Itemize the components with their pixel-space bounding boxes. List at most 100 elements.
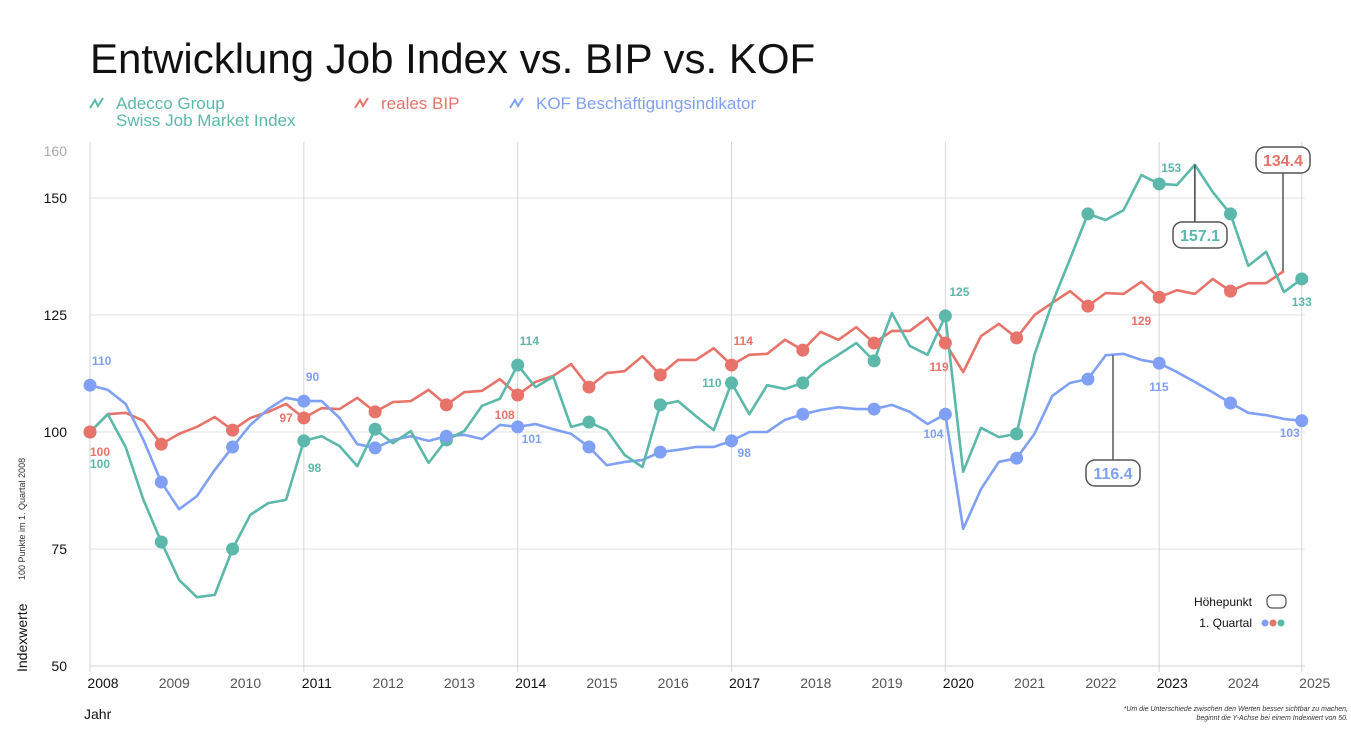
kof-marker: [1295, 414, 1309, 428]
adecco-data-label: 133: [1292, 295, 1312, 309]
adecco-peak-value: 157.1: [1180, 228, 1220, 245]
bip-data-label: 108: [495, 408, 515, 422]
x-tick-label: 2014: [515, 675, 546, 691]
adecco-marker: [725, 376, 739, 390]
kof-marker: [653, 445, 667, 459]
bip-data-label: 97: [279, 411, 293, 425]
kof-marker: [154, 475, 168, 489]
y-axis-title: Indexwerte: [14, 603, 30, 672]
y-tick-label: 125: [44, 307, 68, 323]
x-tick-label: 2016: [658, 675, 689, 691]
x-tick-label: 2012: [373, 675, 404, 691]
kof-marker: [297, 394, 311, 408]
peak-key-icon: [1266, 594, 1287, 609]
legend-label: reales BIP: [381, 94, 459, 113]
y-tick-label: 150: [44, 190, 68, 206]
kof-legend-icon: [509, 97, 524, 109]
adecco-data-label: 110: [702, 376, 722, 390]
footnote-line-2: beginnt die Y-Achse bei einem Indexwert …: [1196, 715, 1348, 722]
bip-data-label: 129: [1131, 314, 1151, 328]
y-tick-label: 160: [44, 143, 68, 159]
kof-marker: [1010, 451, 1024, 465]
bip-marker: [796, 343, 810, 357]
x-tick-label: 2017: [729, 675, 760, 691]
x-tick-label: 2009: [159, 675, 190, 691]
x-tick-label: 2025: [1299, 675, 1330, 691]
bip-marker: [582, 380, 596, 394]
x-tick-label: 2019: [872, 675, 903, 691]
legend-label-2: Swiss Job Market Index: [116, 111, 296, 130]
bip-data-label: 119: [929, 360, 949, 374]
kof-marker: [511, 420, 525, 434]
kof-marker: [439, 429, 453, 443]
adecco-marker: [582, 415, 596, 429]
footnote-line-1: *Um die Unterschiede zwischen den Werten…: [1124, 706, 1348, 713]
kof-dot-icon: [1261, 619, 1269, 627]
kof-marker: [938, 407, 952, 421]
bip-legend-icon: [354, 97, 369, 109]
bip-peak-box: [1255, 146, 1311, 174]
adecco-marker: [1010, 427, 1024, 441]
kof-data-label: 115: [1149, 380, 1169, 394]
y-tick-label: 50: [51, 658, 67, 674]
x-tick-label: 2022: [1085, 675, 1116, 691]
adecco-line: [89, 163, 1303, 599]
bip-marker: [154, 437, 168, 451]
adecco-marker: [1152, 177, 1166, 191]
adecco-data-label: 100: [90, 457, 110, 471]
adecco-dot-icon: [1277, 619, 1285, 627]
x-tick-label: 2023: [1157, 675, 1188, 691]
bip-marker: [938, 336, 952, 350]
adecco-marker: [1295, 272, 1309, 286]
kof-data-label: 90: [306, 370, 320, 384]
kof-data-label: 104: [923, 427, 943, 441]
x-tick-label: 2018: [800, 675, 831, 691]
kof-marker: [1223, 396, 1237, 410]
kof-data-label: 101: [522, 432, 542, 446]
kof-marker: [796, 407, 810, 421]
bip-marker: [725, 358, 739, 372]
bip-marker: [1010, 331, 1024, 345]
adecco-marker: [938, 309, 952, 323]
x-axis-title: Jahr: [84, 706, 112, 722]
kof-marker: [582, 440, 596, 454]
bip-marker: [653, 368, 667, 382]
axes: 50 75 100 125 150 160 2008 2009 2010 2011 2012 2013…: [14, 143, 1331, 722]
key-box: Höhepunkt 1. Quartal: [1194, 594, 1287, 630]
x-tick-label: 2011: [302, 675, 332, 691]
bip-marker: [1081, 299, 1095, 313]
kof-marker: [226, 440, 240, 454]
x-tick-label: 2008: [87, 675, 118, 691]
x-tick-label: 2021: [1014, 675, 1045, 691]
data-labels: 100 98 114 110 125 153 133 100 97 108 114 119 129 110…: [90, 161, 1312, 475]
kof-marker: [867, 402, 881, 416]
x-tick-label: 2024: [1228, 675, 1259, 691]
kof-marker: [83, 378, 97, 392]
kof-marker: [725, 434, 739, 448]
kof-marker: [1152, 356, 1166, 370]
kof-peak-value: 116.4: [1093, 466, 1132, 483]
x-tick-label: 2015: [586, 675, 617, 691]
key-peak-label: Höhepunkt: [1194, 595, 1253, 609]
x-tick-label: 2013: [444, 675, 475, 691]
key-quarter-label: 1. Quartal: [1199, 616, 1252, 630]
x-tick-label: 2010: [230, 675, 261, 691]
kof-marker: [368, 441, 382, 455]
kof-data-label: 103: [1280, 426, 1300, 440]
y-tick-label: 100: [44, 424, 68, 440]
bip-marker: [1152, 290, 1166, 304]
legend-label: Adecco Group: [116, 94, 225, 113]
bip-dot-icon: [1269, 619, 1277, 627]
bip-marker: [297, 411, 311, 425]
chart-title: Entwicklung Job Index vs. BIP vs. KOF: [90, 35, 815, 82]
y-tick-label: 75: [51, 541, 67, 557]
adecco-marker: [154, 535, 168, 549]
kof-marker: [1081, 372, 1095, 386]
peak-callouts: 157.1 134.4 116.4: [1085, 146, 1311, 487]
adecco-marker: [511, 358, 525, 372]
bip-data-label: 114: [734, 334, 754, 348]
x-tick-label: 2020: [943, 675, 974, 691]
bip-marker: [226, 423, 240, 437]
kof-data-label: 110: [92, 354, 112, 368]
